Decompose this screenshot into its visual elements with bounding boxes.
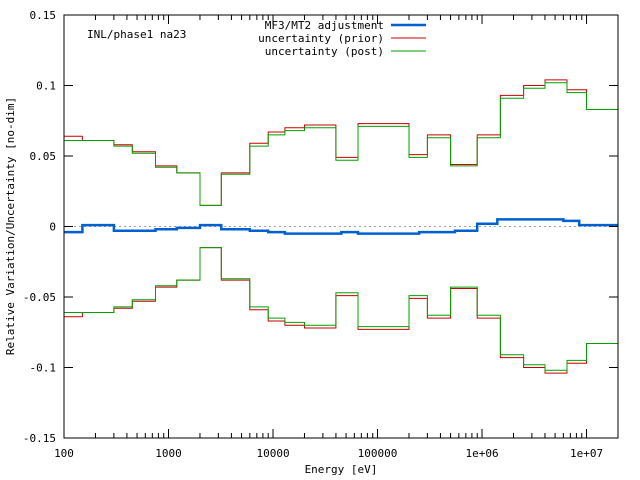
series-line-uncertainty-prior- bbox=[64, 79, 618, 206]
y-tick-label: -0.15 bbox=[23, 432, 56, 445]
x-axis-ticks: 100 1000 10000 100000 1e+06 1e+07 bbox=[54, 15, 619, 460]
plot-annotation: INL/phase1 na23 bbox=[87, 28, 186, 41]
x-tick-label: 100000 bbox=[358, 447, 398, 460]
x-tick-label: 1e+06 bbox=[465, 447, 498, 460]
y-tick-label: 0.1 bbox=[36, 80, 56, 93]
legend-label: uncertainty (prior) bbox=[258, 32, 384, 45]
legend-label: uncertainty (post) bbox=[265, 45, 384, 58]
y-tick-label: 0.05 bbox=[30, 150, 57, 163]
x-tick-label: 100 bbox=[54, 447, 74, 460]
x-tick-label: 10000 bbox=[256, 447, 289, 460]
series-group bbox=[64, 79, 618, 374]
x-axis-label: Energy [eV] bbox=[305, 463, 378, 476]
y-tick-label: 0.15 bbox=[30, 9, 57, 22]
y-axis-label: Relative Variation/Uncertainty [no-dim] bbox=[4, 97, 17, 355]
x-tick-label: 1000 bbox=[155, 447, 182, 460]
y-axis-ticks: -0.15 -0.1 -0.05 0 0.05 0.1 0.15 bbox=[23, 9, 618, 445]
x-tick-label: 1e+07 bbox=[570, 447, 603, 460]
series-line-mf3-mt2-adjustment bbox=[64, 218, 618, 235]
series-line-uncertainty-prior--negative bbox=[64, 247, 618, 374]
y-tick-label: -0.1 bbox=[30, 362, 57, 375]
series-line-uncertainty-post--negative bbox=[64, 247, 618, 371]
y-tick-label: -0.05 bbox=[23, 291, 56, 304]
y-tick-label: 0 bbox=[49, 221, 56, 234]
series-line-uncertainty-post- bbox=[64, 82, 618, 206]
legend-label: MF3/MT2 adjustment bbox=[265, 19, 384, 32]
